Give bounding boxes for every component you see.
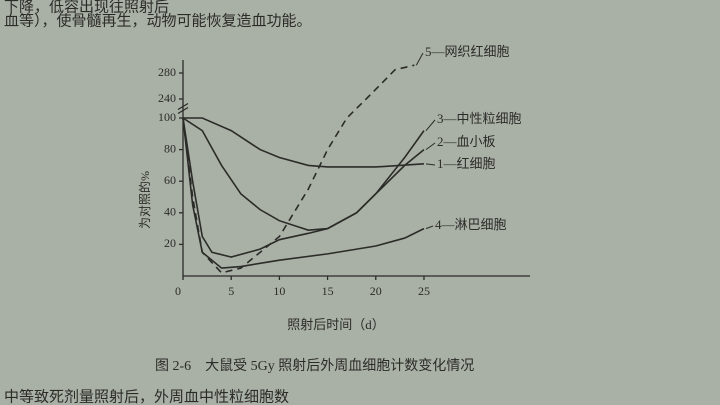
y-tick-label: 80 (164, 141, 176, 155)
label-leader (425, 119, 436, 131)
y-tick-label: 240 (158, 91, 176, 105)
y-tick-label: 20 (164, 236, 176, 250)
series-line (182, 64, 415, 274)
series-line (183, 117, 425, 168)
y-tick-label: 100 (158, 110, 176, 124)
x-tick-label: 15 (322, 284, 334, 298)
body-text: 下降，低容出现往照射后 (4, 0, 169, 15)
series-line (182, 117, 425, 269)
x-axis-label: 照射后时间（d） (287, 317, 385, 332)
origin-label: 0 (175, 284, 181, 298)
series-label: 3—中性粒细胞 (437, 111, 522, 126)
series-label: 1—红细胞 (437, 156, 496, 171)
series-line (182, 117, 425, 231)
caption: 图 2-6 大鼠受 5Gy 照射后外周血细胞计数变化情况 (155, 358, 474, 374)
series-label: 5—网织红细胞 (425, 44, 510, 59)
x-tick-label: 20 (370, 284, 382, 298)
x-tick-label: 25 (418, 284, 430, 298)
y-tick-label: 40 (164, 205, 176, 219)
y-tick-label: 280 (158, 65, 176, 79)
label-leader (415, 52, 424, 66)
series-label: 4—淋巴细胞 (435, 217, 507, 232)
body-text: 血等），使骨髓再生，动物可能恢复造血功能。 (4, 11, 312, 29)
series-line (182, 117, 425, 258)
body-text: 中等致死剂量照射后，外周血中性粒细胞数 (4, 387, 289, 405)
y-tick-label: 60 (164, 173, 176, 187)
label-leader (425, 225, 434, 230)
label-leader (425, 142, 436, 151)
y-axis-label: 为对照的% (137, 171, 152, 229)
label-leader (425, 163, 436, 166)
x-tick-label: 5 (228, 284, 234, 298)
axis-break (177, 102, 189, 115)
x-tick-label: 10 (273, 284, 285, 298)
series-label: 2—血小板 (437, 134, 496, 149)
